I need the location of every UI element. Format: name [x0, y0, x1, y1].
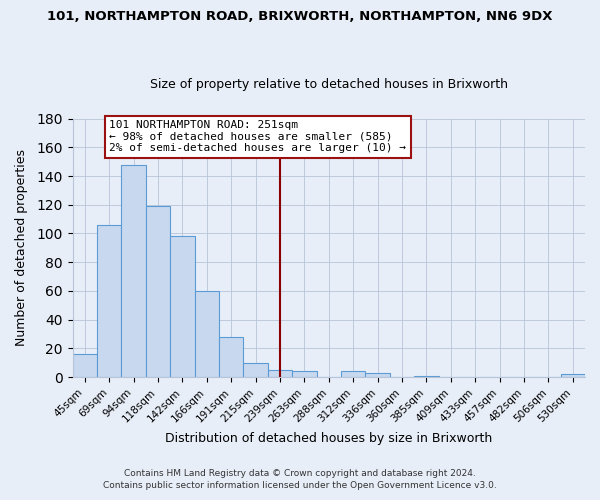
Bar [73, 354, 97, 377]
Bar [244, 362, 268, 377]
Y-axis label: Number of detached properties: Number of detached properties [15, 150, 28, 346]
Bar [560, 374, 585, 377]
Title: Size of property relative to detached houses in Brixworth: Size of property relative to detached ho… [150, 78, 508, 91]
Bar [268, 370, 292, 377]
Bar [292, 372, 317, 377]
Bar [219, 337, 244, 377]
Bar [121, 164, 146, 377]
Text: 101 NORTHAMPTON ROAD: 251sqm
← 98% of detached houses are smaller (585)
2% of se: 101 NORTHAMPTON ROAD: 251sqm ← 98% of de… [109, 120, 406, 153]
Text: 101, NORTHAMPTON ROAD, BRIXWORTH, NORTHAMPTON, NN6 9DX: 101, NORTHAMPTON ROAD, BRIXWORTH, NORTHA… [47, 10, 553, 23]
Bar [146, 206, 170, 377]
Bar [414, 376, 439, 377]
Bar [194, 291, 219, 377]
Bar [341, 372, 365, 377]
Bar [97, 225, 121, 377]
Bar [365, 373, 390, 377]
X-axis label: Distribution of detached houses by size in Brixworth: Distribution of detached houses by size … [165, 432, 493, 445]
Text: Contains HM Land Registry data © Crown copyright and database right 2024.
Contai: Contains HM Land Registry data © Crown c… [103, 468, 497, 490]
Bar [170, 236, 194, 377]
